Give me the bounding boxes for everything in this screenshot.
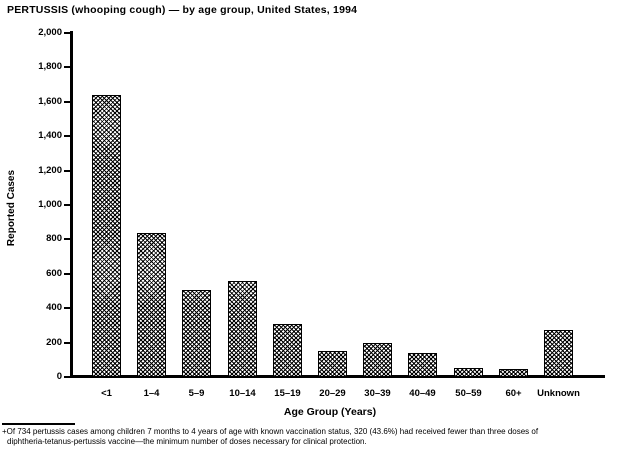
bar-5-9 — [182, 290, 211, 377]
x-tick-label-60+: 60+ — [505, 388, 522, 399]
y-axis-tick-800 — [64, 238, 71, 240]
chart-title: PERTUSSIS (whooping cough) — by age grou… — [7, 4, 358, 16]
x-tick-label-50-59: 50–59 — [455, 388, 482, 399]
x-tick-label-30-39: 30–39 — [364, 388, 391, 399]
bar-30-39 — [363, 343, 392, 377]
y-axis-tick-1200 — [64, 170, 71, 172]
y-axis-title: Reported Cases — [6, 169, 17, 247]
y-tick-label-1000: 1,000 — [38, 199, 62, 210]
y-tick-label-2000: 2,000 — [38, 27, 62, 38]
bar-Unknown — [544, 330, 573, 377]
y-tick-label-200: 200 — [46, 337, 62, 348]
x-tick-label-15-19: 15–19 — [274, 388, 301, 399]
y-axis-tick-600 — [64, 273, 71, 275]
footnote-marker: + — [2, 427, 7, 436]
x-tick-label-5-9: 5–9 — [188, 388, 205, 399]
y-axis-tick-200 — [64, 342, 71, 344]
footnote: +Of 734 pertussis cases among children 7… — [2, 427, 638, 446]
footnote-separator-rule — [2, 423, 75, 425]
x-tick-label-20-29: 20–29 — [319, 388, 346, 399]
bar-15-19 — [273, 324, 302, 377]
bar-<1 — [92, 95, 121, 377]
x-tick-label-Unknown: Unknown — [537, 388, 580, 399]
y-tick-label-400: 400 — [46, 302, 62, 313]
y-tick-label-1200: 1,200 — [38, 165, 62, 176]
y-tick-label-0: 0 — [56, 371, 62, 382]
y-tick-label-800: 800 — [46, 233, 62, 244]
y-tick-label-600: 600 — [46, 268, 62, 279]
bar-60+ — [499, 369, 528, 377]
y-axis-tick-1800 — [64, 66, 71, 68]
x-tick-label-1-4: 1–4 — [143, 388, 160, 399]
bar-10-14 — [228, 281, 257, 377]
bar-1-4 — [137, 233, 166, 377]
x-tick-label-<1: <1 — [101, 388, 112, 399]
bar-50-59 — [454, 368, 483, 377]
x-tick-label-10-14: 10–14 — [229, 388, 256, 399]
bar-40-49 — [408, 353, 437, 377]
y-axis-tick-1600 — [64, 101, 71, 103]
footnote-line-2: diphtheria-tetanus-pertussis vaccine—the… — [7, 436, 367, 446]
y-tick-label-1400: 1,400 — [38, 130, 62, 141]
y-axis-tick-1000 — [64, 204, 71, 206]
x-axis-title: Age Group (Years) — [283, 406, 377, 418]
y-axis-tick-2000 — [64, 32, 71, 34]
footnote-line-1: +Of 734 pertussis cases among children 7… — [2, 427, 539, 436]
y-tick-label-1800: 1,800 — [38, 61, 62, 72]
y-axis-tick-0 — [64, 376, 71, 378]
y-axis-line — [70, 31, 73, 378]
x-tick-label-40-49: 40–49 — [409, 388, 436, 399]
y-tick-label-1600: 1,600 — [38, 96, 62, 107]
y-axis-tick-400 — [64, 307, 71, 309]
bar-20-29 — [318, 351, 347, 377]
y-axis-tick-1400 — [64, 135, 71, 137]
